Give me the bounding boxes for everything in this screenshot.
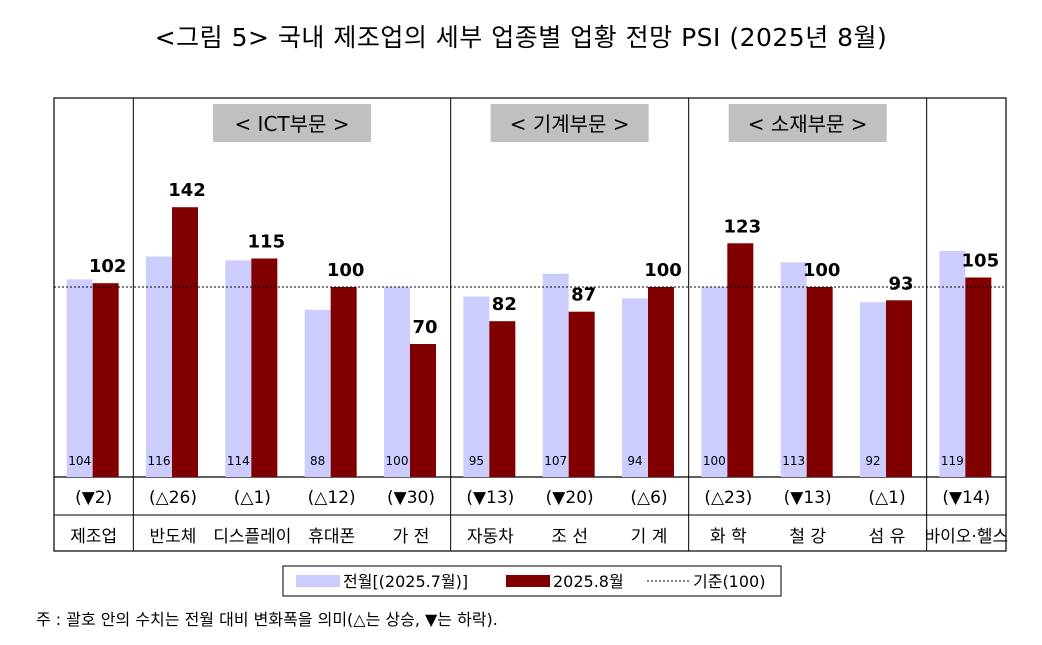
bar-current-value-label: 70 — [412, 317, 437, 338]
bar-previous-month — [463, 296, 490, 477]
category-label: 휴대폰 — [308, 527, 355, 547]
bar-previous-value-label: 113 — [782, 454, 805, 468]
bar-current-month — [92, 283, 119, 477]
bar-current-month — [886, 300, 912, 477]
bar-current-month — [172, 207, 198, 477]
category-label: 기 계 — [631, 527, 668, 547]
change-label: (▼14) — [942, 488, 990, 508]
bar-previous-value-label: 107 — [544, 454, 567, 468]
legend-label-baseline: 기준(100) — [693, 572, 765, 591]
group-header-label: < 소재부문 > — [748, 112, 868, 136]
legend-swatch-previous — [296, 575, 340, 587]
bar-previous-month — [304, 309, 331, 477]
bar-previous-month — [225, 260, 252, 477]
bar-current-value-label: 102 — [89, 256, 127, 277]
bar-current-month — [489, 321, 516, 477]
bar-previous-month — [780, 262, 807, 477]
bar-previous-month — [860, 302, 886, 477]
change-label: (△6) — [630, 488, 667, 508]
bar-current-value-label: 93 — [888, 273, 913, 294]
change-label: (▼30) — [387, 488, 435, 508]
bar-current-month — [965, 277, 992, 477]
bar-previous-value-label: 116 — [148, 454, 171, 468]
bar-current-value-label: 87 — [571, 285, 596, 306]
bar-previous-value-label: 94 — [627, 454, 642, 468]
bar-current-value-label: 82 — [492, 294, 517, 315]
bar-previous-month — [146, 256, 172, 477]
bar-current-month — [251, 258, 278, 477]
bar-current-value-label: 123 — [724, 216, 762, 237]
change-label: (△1) — [234, 488, 271, 508]
plot-frame — [53, 97, 1007, 552]
legend-label-current: 2025.8월 — [553, 572, 624, 591]
group-header-label: < 기계부문 > — [510, 112, 630, 136]
bar-current-month — [806, 287, 833, 477]
bar-current-month — [330, 287, 357, 477]
change-label: (▼2) — [75, 488, 112, 508]
category-label: 바이오·헬스 — [925, 527, 1009, 547]
group-header-box — [728, 104, 887, 142]
category-label: 화 학 — [710, 527, 747, 547]
bar-current-month — [648, 287, 674, 477]
bar-previous-month — [701, 287, 728, 477]
bar-current-month — [410, 344, 436, 477]
chart-title: <그림 5> 국내 제조업의 세부 업종별 업황 전망 PSI (2025년 8… — [154, 23, 888, 52]
bar-current-value-label: 115 — [248, 232, 286, 253]
bar-previous-value-label: 100 — [703, 454, 726, 468]
bar-previous-value-label: 88 — [310, 454, 325, 468]
bar-previous-value-label: 100 — [386, 454, 409, 468]
bar-previous-month — [384, 287, 410, 477]
change-label: (△1) — [868, 488, 905, 508]
legend-swatch-current — [506, 575, 550, 587]
category-label: 제조업 — [70, 527, 117, 547]
bar-current-month — [568, 311, 595, 477]
bar-previous-month — [66, 279, 93, 477]
category-label: 반도체 — [150, 527, 197, 547]
bar-current-month — [727, 243, 754, 477]
bar-current-value-label: 142 — [168, 180, 206, 201]
category-label: 가 전 — [393, 527, 430, 547]
category-label: 자동차 — [467, 527, 514, 547]
bar-current-value-label: 100 — [803, 260, 841, 281]
chart-footnote: 주 : 괄호 안의 수치는 전월 대비 변화폭을 의미(△는 상승, ▼는 하락… — [36, 610, 498, 629]
category-label: 조 선 — [551, 527, 588, 547]
bar-previous-value-label: 114 — [227, 454, 250, 468]
bar-current-value-label: 100 — [327, 260, 365, 281]
bar-current-value-label: 105 — [962, 251, 1000, 272]
bar-previous-month — [939, 250, 966, 477]
change-label: (△26) — [149, 488, 197, 508]
bar-current-value-label: 100 — [644, 260, 682, 281]
change-label: (△23) — [704, 488, 752, 508]
change-label: (▼13) — [466, 488, 514, 508]
group-header-box — [490, 104, 649, 142]
category-label: 섬 유 — [869, 527, 906, 547]
bar-previous-month — [542, 273, 569, 477]
bar-previous-value-label: 92 — [865, 454, 880, 468]
bar-previous-value-label: 104 — [68, 454, 91, 468]
change-label: (▼13) — [784, 488, 832, 508]
group-header-box — [213, 104, 371, 142]
legend-label-previous: 전월[(2025.7월)] — [343, 572, 468, 591]
bar-previous-value-label: 119 — [941, 454, 964, 468]
category-label: 철 강 — [789, 527, 826, 547]
change-label: (▼20) — [546, 488, 594, 508]
bar-previous-value-label: 95 — [469, 454, 484, 468]
change-label: (△12) — [308, 488, 356, 508]
bar-previous-month — [622, 298, 648, 477]
category-label: 디스플레이 — [213, 527, 291, 547]
group-header-label: < ICT부문 > — [234, 112, 349, 136]
